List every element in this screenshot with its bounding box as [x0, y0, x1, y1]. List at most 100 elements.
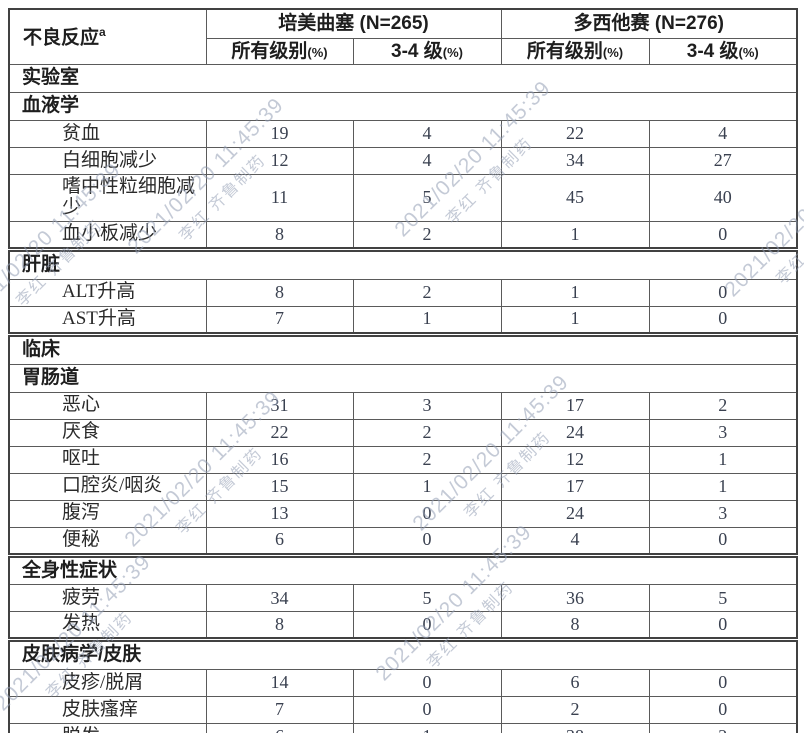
cell-value: 0 — [648, 278, 798, 307]
row-label: 脱发 — [8, 723, 207, 733]
cell-value: 2 — [352, 418, 502, 447]
cell-value: 8 — [205, 611, 354, 641]
subheader-label: 所有级别 — [526, 40, 603, 62]
cell-value: 0 — [648, 221, 798, 251]
cell-value: 24 — [500, 418, 650, 447]
cell-value: 34 — [500, 147, 650, 176]
section-row-laboratory: 实验室 — [8, 64, 798, 94]
cell-value: 12 — [500, 445, 650, 474]
row-label: 白细胞减少 — [8, 147, 207, 176]
cell-value: 3 — [648, 499, 798, 528]
cell-value: 19 — [205, 120, 354, 149]
cell-value: 2 — [352, 445, 502, 474]
header-group-docetaxel: 多西他赛 (N=276) — [500, 8, 798, 39]
cell-value: 6 — [205, 526, 354, 556]
cell-value: 12 — [205, 147, 354, 176]
header-adverse-reaction: 不良反应a — [8, 8, 207, 66]
subheader-label: 所有级别 — [231, 40, 308, 62]
cell-value: 24 — [500, 499, 650, 528]
cell-value: 2 — [352, 278, 502, 307]
cell-value: 2 — [352, 221, 502, 251]
cell-value: 38 — [500, 723, 650, 733]
cell-value: 8 — [205, 221, 354, 251]
cell-value: 1 — [500, 278, 650, 307]
cell-value: 45 — [500, 174, 650, 223]
section-row-gastrointestinal: 胃肠道 — [8, 363, 798, 393]
cell-value: 14 — [205, 669, 354, 698]
cell-value: 16 — [205, 445, 354, 474]
cell-value: 13 — [205, 499, 354, 528]
section-row-dermatology: 皮肤病学/皮肤 — [8, 637, 798, 671]
cell-value: 5 — [352, 584, 502, 613]
cell-value: 4 — [352, 120, 502, 149]
subheader-all-grades-docetaxel: 所有级别(%) — [500, 37, 650, 66]
cell-value: 1 — [500, 305, 650, 335]
cell-value: 2 — [648, 391, 798, 420]
cell-value: 15 — [205, 472, 354, 501]
subheader-label: 3-4 级 — [391, 40, 443, 62]
cell-value: 7 — [205, 696, 354, 725]
cell-value: 17 — [500, 391, 650, 420]
row-label: AST升高 — [8, 305, 207, 335]
cell-value: 6 — [205, 723, 354, 733]
cell-value: 1 — [648, 445, 798, 474]
cell-value: 0 — [648, 305, 798, 335]
percent-sign: (%) — [442, 44, 463, 60]
cell-value: 22 — [500, 120, 650, 149]
cell-value: 0 — [352, 611, 502, 641]
subheader-grade34-pemetrexed: 3-4 级(%) — [352, 37, 502, 66]
cell-value: 0 — [648, 696, 798, 725]
row-label: 恶心 — [8, 391, 207, 420]
row-label: ALT升高 — [8, 278, 207, 307]
cell-value: 0 — [352, 499, 502, 528]
row-label: 血小板减少 — [8, 221, 207, 251]
cell-value: 0 — [352, 696, 502, 725]
header-adverse-reaction-label: 不良反应 — [23, 26, 100, 48]
cell-value: 22 — [205, 418, 354, 447]
subheader-grade34-docetaxel: 3-4 级(%) — [648, 37, 798, 66]
cell-value: 3 — [648, 418, 798, 447]
cell-value: 17 — [500, 472, 650, 501]
row-label: 发热 — [8, 611, 207, 641]
superscript-a: a — [99, 24, 106, 39]
cell-value: 36 — [500, 584, 650, 613]
cell-value: 0 — [352, 526, 502, 556]
row-label: 厌食 — [8, 418, 207, 447]
subheader-label: 3-4 级 — [686, 40, 739, 62]
row-label: 腹泻 — [8, 499, 207, 528]
cell-value: 0 — [352, 669, 502, 698]
row-label: 疲劳 — [8, 584, 207, 613]
section-row-constitutional: 全身性症状 — [8, 552, 798, 586]
cell-value: 11 — [205, 174, 354, 223]
row-label: 皮肤瘙痒 — [8, 696, 207, 725]
cell-value: 8 — [500, 611, 650, 641]
cell-value: 40 — [648, 174, 798, 223]
cell-value: 1 — [648, 472, 798, 501]
cell-value: 27 — [648, 147, 798, 176]
cell-value: 1 — [352, 472, 502, 501]
percent-sign: (%) — [738, 44, 759, 60]
section-row-hepatic: 肝脏 — [8, 247, 798, 280]
cell-value: 0 — [648, 669, 798, 698]
cell-value: 6 — [500, 669, 650, 698]
adverse-reactions-table: 不良反应a 培美曲塞 (N=265) 多西他赛 (N=276) 所有级别(%) … — [8, 8, 799, 733]
cell-value: 5 — [648, 584, 798, 613]
cell-value: 3 — [352, 391, 502, 420]
cell-value: 7 — [205, 305, 354, 335]
percent-sign: (%) — [602, 44, 624, 60]
cell-value: 31 — [205, 391, 354, 420]
percent-sign: (%) — [307, 44, 328, 60]
cell-value: 0 — [648, 526, 798, 556]
cell-value: 8 — [205, 278, 354, 307]
cell-value: 5 — [352, 174, 502, 223]
header-group-pemetrexed: 培美曲塞 (N=265) — [205, 8, 502, 39]
row-label: 皮疹/脱屑 — [8, 669, 207, 698]
row-label: 口腔炎/咽炎 — [8, 472, 207, 501]
cell-value: 0 — [648, 611, 798, 641]
subheader-all-grades-pemetrexed: 所有级别(%) — [205, 37, 354, 66]
cell-value: 1 — [352, 305, 502, 335]
row-label: 呕吐 — [8, 445, 207, 474]
cell-value: 4 — [500, 526, 650, 556]
row-label: 便秘 — [8, 526, 207, 556]
